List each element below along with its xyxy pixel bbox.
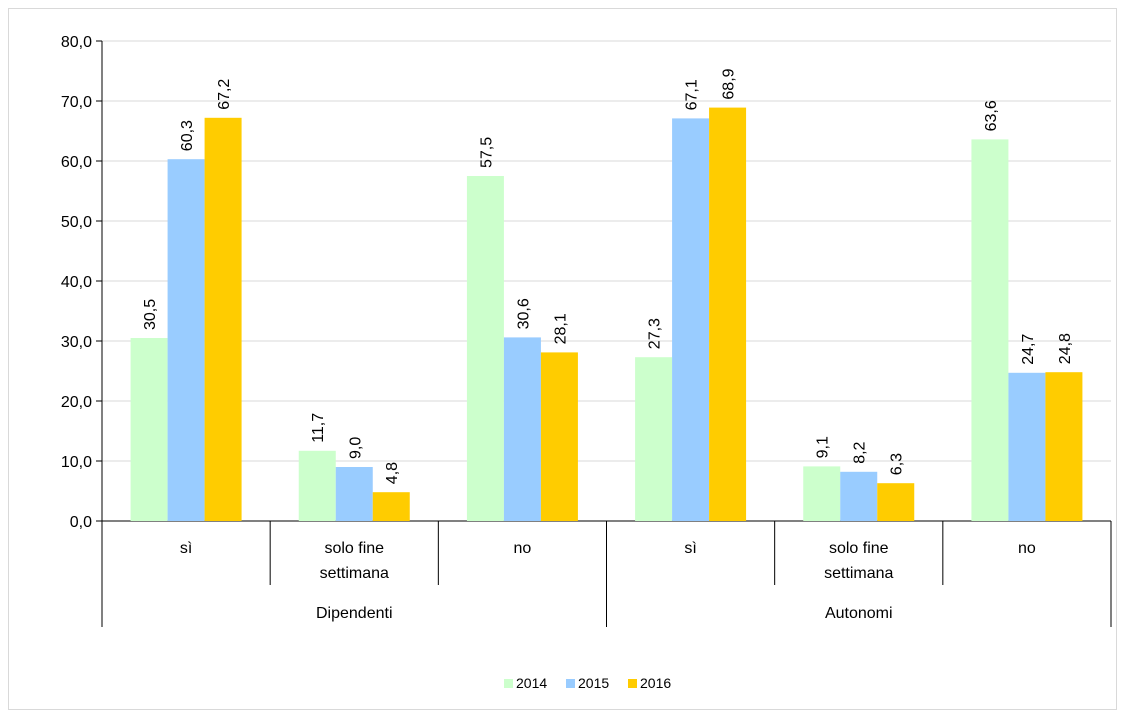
y-tick-label: 30,0: [61, 334, 92, 351]
y-tick-label: 0,0: [70, 514, 92, 531]
data-label: 24,7: [1020, 334, 1037, 365]
legend-label: 2015: [578, 675, 609, 691]
bar: [840, 471, 878, 521]
bar: [709, 107, 747, 521]
y-tick-label: 40,0: [61, 274, 92, 291]
bar: [803, 466, 841, 521]
data-label: 24,8: [1057, 333, 1074, 364]
y-tick-label: 10,0: [61, 454, 92, 471]
bar: [503, 337, 541, 521]
category-label: solo fine: [829, 540, 889, 557]
y-tick-label: 50,0: [61, 214, 92, 231]
bar: [877, 483, 915, 521]
data-label: 28,1: [552, 313, 569, 344]
data-label: 67,1: [684, 79, 701, 110]
category-label: sì: [684, 540, 696, 557]
bar: [335, 467, 373, 521]
category-label: no: [514, 540, 532, 557]
y-tick-label: 80,0: [61, 34, 92, 51]
data-label: 6,3: [889, 453, 906, 475]
data-label: 9,0: [347, 437, 364, 459]
bar: [130, 338, 168, 521]
legend-swatch: [504, 679, 513, 688]
data-label: 4,8: [384, 462, 401, 484]
legend-label: 2014: [516, 675, 547, 691]
data-label: 63,6: [983, 100, 1000, 131]
data-label: 68,9: [721, 68, 738, 99]
data-label: 67,2: [216, 79, 233, 110]
bar: [372, 492, 410, 521]
bar: [971, 139, 1009, 521]
bar: [540, 352, 578, 521]
bar: [1008, 372, 1046, 521]
category-label: sì: [180, 540, 192, 557]
data-label: 57,5: [478, 137, 495, 168]
legend-swatch: [628, 679, 637, 688]
bar: [1045, 372, 1083, 521]
y-tick-label: 20,0: [61, 394, 92, 411]
category-label: no: [1018, 540, 1036, 557]
legend-label: 2016: [640, 675, 671, 691]
bar: [466, 176, 504, 521]
group-label: Dipendenti: [316, 605, 393, 622]
bar: [672, 118, 710, 522]
data-label: 11,7: [310, 413, 327, 443]
data-label: 27,3: [647, 318, 664, 349]
data-label: 30,5: [142, 299, 159, 330]
y-tick-label: 60,0: [61, 154, 92, 171]
data-label: 8,2: [852, 441, 869, 463]
legend-swatch: [566, 679, 575, 688]
bar: [204, 117, 242, 522]
bar: [635, 357, 673, 521]
category-label: solo fine: [324, 540, 384, 557]
data-label: 9,1: [815, 436, 832, 458]
group-label: Autonomi: [825, 605, 893, 622]
category-label: settimana: [824, 565, 893, 582]
bar: [298, 450, 336, 521]
bar: [167, 159, 205, 521]
data-label: 30,6: [515, 298, 532, 329]
y-tick-label: 70,0: [61, 94, 92, 111]
category-label: settimana: [320, 565, 389, 582]
data-label: 60,3: [179, 120, 196, 151]
